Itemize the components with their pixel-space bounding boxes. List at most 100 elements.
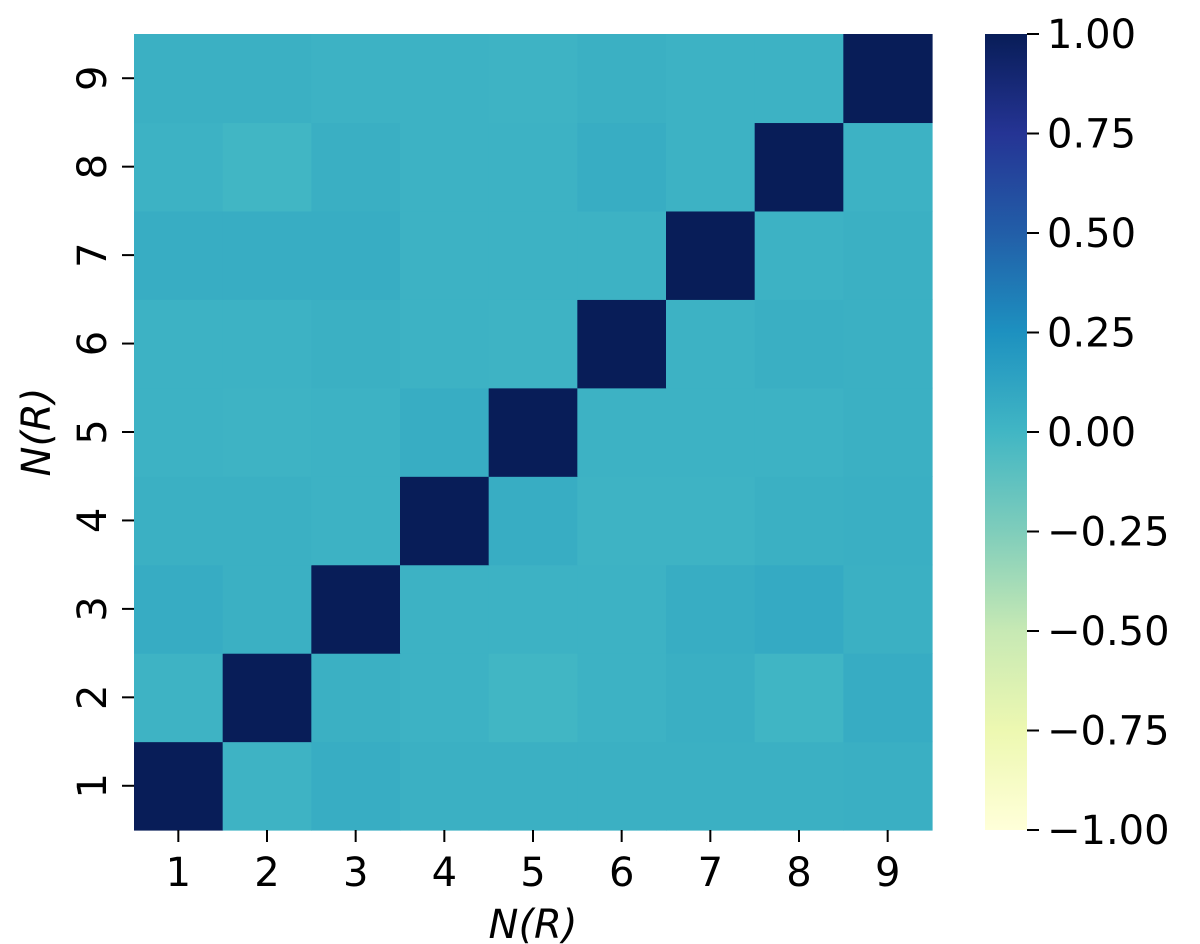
- heatmap-cell: [666, 299, 756, 389]
- y-tick-label: 9: [70, 65, 116, 90]
- x-tick-label: 8: [786, 850, 811, 896]
- heatmap-cell: [666, 564, 756, 654]
- heatmap-cell: [488, 476, 578, 566]
- heatmap-cell: [311, 741, 401, 831]
- heatmap-cell: [666, 476, 756, 566]
- heatmap-cell: [843, 476, 933, 566]
- colorbar-tick-label: −0.50: [1047, 609, 1170, 655]
- y-tick-label: 8: [70, 154, 116, 179]
- heatmap-cell: [134, 476, 224, 566]
- heatmap-cell: [222, 210, 312, 300]
- heatmap-cell: [134, 564, 224, 654]
- heatmap-cell: [400, 122, 490, 212]
- heatmap-cell: [134, 299, 224, 389]
- heatmap-cell: [666, 34, 756, 124]
- y-axis-label: N(R): [14, 388, 60, 477]
- heatmap-cell: [134, 387, 224, 477]
- heatmap-cell: [311, 299, 401, 389]
- x-tick-label: 7: [698, 850, 723, 896]
- heatmap-cell: [222, 34, 312, 124]
- heatmap-cell: [754, 564, 844, 654]
- heatmap-cell: [666, 387, 756, 477]
- heatmap-cell: [666, 741, 756, 831]
- y-tick-label: 6: [70, 331, 116, 356]
- heatmap-cell: [488, 210, 578, 300]
- x-tick-label: 1: [166, 850, 191, 896]
- heatmap-cell: [488, 122, 578, 212]
- colorbar: [985, 34, 1027, 830]
- heatmap-cells: [134, 34, 933, 831]
- heatmap-cell: [400, 299, 490, 389]
- heatmap-cell: [488, 653, 578, 743]
- heatmap-cell: [577, 653, 667, 743]
- heatmap-cell: [488, 387, 578, 477]
- heatmap-cell: [754, 476, 844, 566]
- heatmap-cell: [754, 122, 844, 212]
- heatmap-cell: [222, 653, 312, 743]
- heatmap-cell: [222, 122, 312, 212]
- colorbar-tick-label: 0.50: [1047, 211, 1136, 257]
- y-tick-label: 2: [70, 685, 116, 710]
- heatmap-cell: [843, 122, 933, 212]
- colorbar-tick-label: 0.00: [1047, 410, 1136, 456]
- heatmap-cell: [666, 122, 756, 212]
- heatmap-cell: [400, 210, 490, 300]
- y-axis: 1 2 3 4 5 6 7 8 9: [70, 65, 134, 799]
- heatmap-cell: [666, 210, 756, 300]
- heatmap-cell: [843, 387, 933, 477]
- heatmap-cell: [400, 653, 490, 743]
- heatmap-cell: [400, 741, 490, 831]
- heatmap-cell: [222, 741, 312, 831]
- heatmap-cell: [400, 564, 490, 654]
- heatmap-cell: [577, 34, 667, 124]
- heatmap-cell: [577, 387, 667, 477]
- heatmap-cell: [134, 741, 224, 831]
- colorbar-tick-label: −0.25: [1047, 510, 1170, 556]
- heatmap-cell: [488, 741, 578, 831]
- heatmap-cell: [754, 34, 844, 124]
- heatmap-cell: [134, 653, 224, 743]
- heatmap-cell: [666, 653, 756, 743]
- heatmap-cell: [134, 122, 224, 212]
- heatmap-cell: [754, 210, 844, 300]
- heatmap-cell: [754, 387, 844, 477]
- heatmap-cell: [400, 34, 490, 124]
- y-tick-label: 7: [70, 242, 116, 267]
- heatmap-cell: [577, 564, 667, 654]
- heatmap-cell: [134, 34, 224, 124]
- y-tick-label: 3: [70, 596, 116, 621]
- heatmap-cell: [754, 741, 844, 831]
- heatmap-cell: [577, 476, 667, 566]
- heatmap-cell: [311, 476, 401, 566]
- heatmap-cell: [843, 299, 933, 389]
- heatmap-cell: [222, 564, 312, 654]
- colorbar-tick-label: −0.75: [1047, 709, 1170, 755]
- heatmap-cell: [400, 387, 490, 477]
- heatmap-cell: [577, 299, 667, 389]
- heatmap-cell: [754, 653, 844, 743]
- x-axis: 1 2 3 4 5 6 7 8 9: [166, 830, 900, 896]
- x-tick-label: 5: [520, 850, 545, 896]
- y-tick-label: 1: [70, 773, 116, 798]
- y-tick-label: 4: [70, 508, 116, 533]
- heatmap-cell: [577, 210, 667, 300]
- heatmap-cell: [311, 653, 401, 743]
- colorbar-tick-label: 0.75: [1047, 112, 1136, 158]
- heatmap-cell: [843, 653, 933, 743]
- heatmap-cell: [843, 564, 933, 654]
- heatmap-cell: [311, 34, 401, 124]
- colorbar-tick-label: 1.00: [1047, 12, 1136, 58]
- heatmap-cell: [488, 34, 578, 124]
- heatmap-cell: [222, 476, 312, 566]
- colorbar-tick-label: 0.25: [1047, 311, 1136, 357]
- heatmap-cell: [400, 476, 490, 566]
- heatmap-cell: [488, 299, 578, 389]
- x-axis-label: N(R): [489, 902, 578, 944]
- heatmap-cell: [843, 34, 933, 124]
- heatmap-cell: [311, 210, 401, 300]
- heatmap-cell: [311, 122, 401, 212]
- heatmap-cell: [222, 299, 312, 389]
- colorbar-tick-label: −1.00: [1047, 808, 1170, 854]
- heatmap-cell: [843, 741, 933, 831]
